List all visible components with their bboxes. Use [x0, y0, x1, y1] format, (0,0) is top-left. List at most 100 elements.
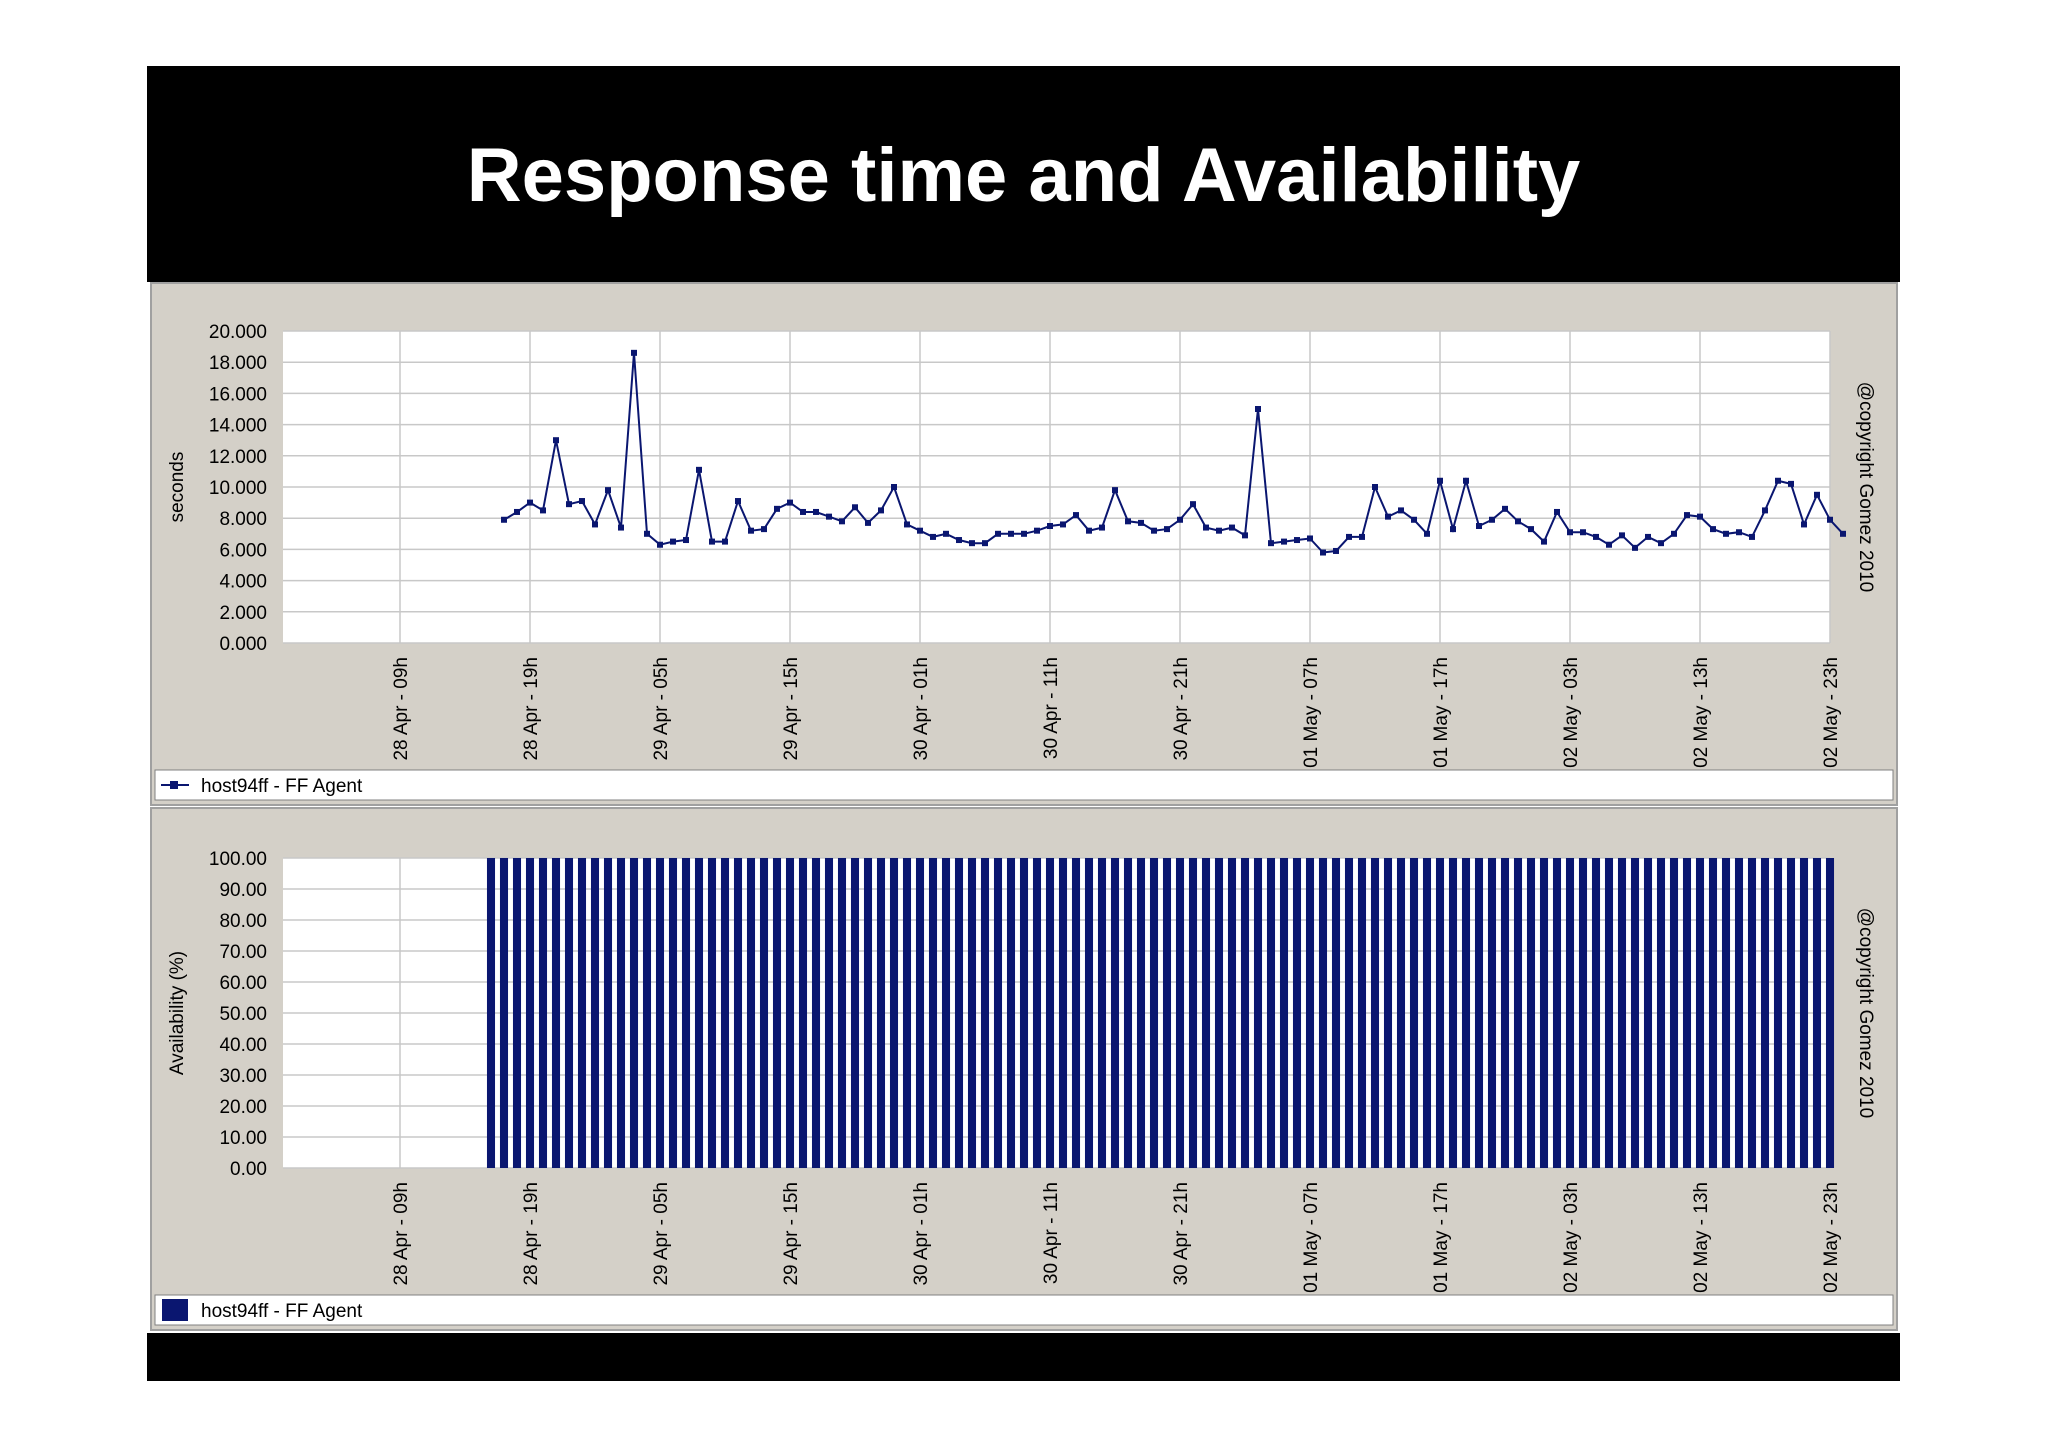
x-tick-label: 30 Apr - 11h	[1041, 657, 1062, 759]
data-point	[1450, 526, 1456, 533]
availability-bar	[1318, 858, 1328, 1168]
availability-bar	[1630, 858, 1640, 1168]
data-point	[709, 538, 715, 545]
availability-bar	[486, 858, 496, 1168]
data-point	[1398, 507, 1404, 514]
availability-bar	[1123, 858, 1133, 1168]
availability-bar	[1357, 858, 1367, 1168]
data-point	[566, 501, 572, 508]
y-tick-label: 4.000	[219, 572, 267, 593]
data-point	[1775, 477, 1781, 484]
slide-title: Response time and Availability	[466, 133, 1581, 218]
availability-bar	[1084, 858, 1094, 1168]
availability-bar	[1370, 858, 1380, 1168]
x-tick-label: 02 May - 13h	[1691, 657, 1712, 768]
data-point	[1320, 549, 1326, 556]
data-point	[800, 508, 806, 515]
legend-label: host94ff - FF Agent	[201, 1301, 363, 1322]
data-point	[1645, 533, 1651, 540]
availability-bar	[1201, 858, 1211, 1168]
x-tick-label: 28 Apr - 09h	[391, 657, 412, 761]
data-point	[774, 505, 780, 512]
y-tick-label: 20.00	[219, 1097, 267, 1118]
availability-bar	[1539, 858, 1549, 1168]
availability-bar	[798, 858, 808, 1168]
availability-bar	[746, 858, 756, 1168]
data-point	[1151, 527, 1157, 534]
y-tick-label: 40.00	[219, 1035, 267, 1056]
availability-bar	[1279, 858, 1289, 1168]
data-point	[1203, 524, 1209, 531]
data-point	[605, 487, 611, 494]
availability-bar	[1435, 858, 1445, 1168]
availability-bar	[1474, 858, 1484, 1168]
y-tick-label: 12.000	[209, 447, 267, 468]
copyright-label: @copyright Gomez 2010	[1855, 908, 1876, 1118]
availability-bar	[1760, 858, 1770, 1168]
copyright-label: @copyright Gomez 2010	[1855, 382, 1876, 592]
availability-bar	[733, 858, 743, 1168]
availability-bar	[1747, 858, 1757, 1168]
availability-bar	[785, 858, 795, 1168]
availability-bar	[1812, 858, 1822, 1168]
data-point	[1255, 406, 1261, 412]
x-tick-label: 30 Apr - 11h	[1041, 1182, 1062, 1284]
availability-bar	[1058, 858, 1068, 1168]
data-point	[1411, 516, 1417, 523]
availability-bar	[1669, 858, 1679, 1168]
availability-bar	[1500, 858, 1510, 1168]
availability-bar	[538, 858, 548, 1168]
availability-bar	[564, 858, 574, 1168]
availability-bar	[772, 858, 782, 1168]
data-point	[891, 484, 897, 490]
x-tick-label: 30 Apr - 01h	[911, 1182, 932, 1286]
availability-bar	[1188, 858, 1198, 1168]
data-point	[943, 530, 949, 537]
data-point	[969, 540, 975, 547]
availability-bar	[720, 858, 730, 1168]
plot-area	[283, 858, 1830, 1168]
availability-bar	[915, 858, 925, 1168]
data-point	[1281, 538, 1287, 545]
data-point	[1710, 526, 1716, 533]
y-tick-label: 60.00	[219, 973, 267, 994]
data-point	[696, 466, 702, 473]
availability-bar	[629, 858, 639, 1168]
availability-bar	[1617, 858, 1627, 1168]
data-point	[852, 504, 858, 511]
y-tick-label: 70.00	[219, 942, 267, 963]
data-point	[1099, 524, 1105, 531]
data-point	[722, 538, 728, 545]
availability-bar	[1656, 858, 1666, 1168]
x-tick-label: 01 May - 17h	[1431, 657, 1452, 768]
availability-bar	[590, 858, 600, 1168]
availability-bar	[551, 858, 561, 1168]
y-tick-label: 50.00	[219, 1004, 267, 1025]
data-point	[1567, 529, 1573, 536]
availability-bar	[941, 858, 951, 1168]
data-point	[878, 507, 884, 514]
availability-bar	[1695, 858, 1705, 1168]
data-point	[1788, 480, 1794, 487]
availability-bar	[1032, 858, 1042, 1168]
availability-bar	[525, 858, 535, 1168]
availability-bar	[668, 858, 678, 1168]
availability-bar	[1396, 858, 1406, 1168]
y-tick-label: 10.00	[219, 1128, 267, 1149]
availability-bar	[993, 858, 1003, 1168]
availability-bar	[1110, 858, 1120, 1168]
data-point	[1047, 523, 1053, 529]
availability-bar	[837, 858, 847, 1168]
data-point	[917, 527, 923, 534]
data-point	[1437, 477, 1443, 484]
availability-bar	[1292, 858, 1302, 1168]
data-point	[1463, 477, 1469, 484]
data-point	[1424, 530, 1430, 537]
data-point	[657, 541, 663, 548]
availability-bar	[1526, 858, 1536, 1168]
availability-bar	[1708, 858, 1718, 1168]
x-tick-label: 28 Apr - 19h	[521, 1182, 542, 1286]
data-point	[1541, 538, 1547, 545]
data-point	[1112, 487, 1118, 494]
y-tick-label: 6.000	[219, 540, 267, 561]
